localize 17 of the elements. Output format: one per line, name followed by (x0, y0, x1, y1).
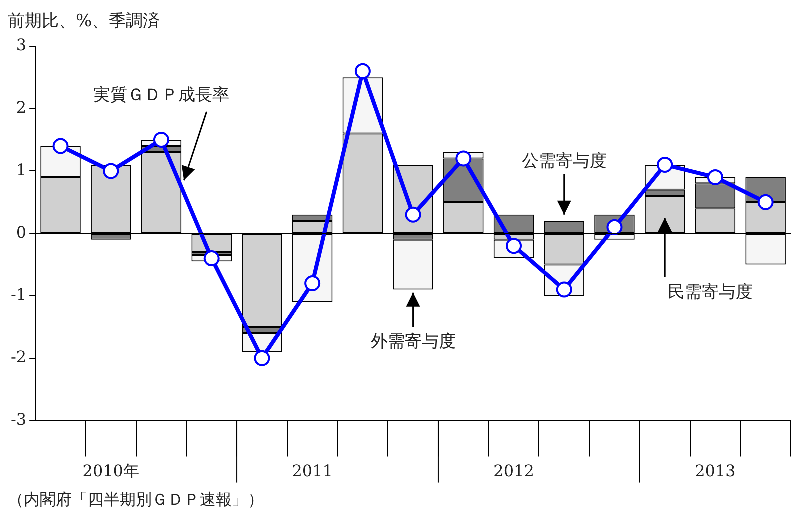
y-axis-title: 前期比、%、季調済 (8, 12, 160, 32)
x-tick-label: 2012 (494, 462, 534, 481)
text: 民需寄与度 (668, 282, 753, 302)
x-tick-label: 2010年 (82, 462, 140, 481)
text: 公需寄与度 (522, 151, 607, 172)
y-tick-label: 1 (16, 160, 27, 180)
y-tick-label: -1 (10, 285, 27, 304)
x-tick-label: 2011 (292, 462, 333, 481)
text: 外需寄与度 (370, 332, 456, 352)
text: （内閣府「四半期別ＧＤＰ速報」） (8, 490, 265, 511)
x-tick-label: 2013 (695, 462, 736, 481)
y-tick-label: 2 (16, 98, 27, 117)
text: 実質ＧＤＰ成長率 (93, 86, 230, 106)
y-tick-label: -2 (10, 348, 27, 367)
y-tick-label: 0 (16, 222, 27, 242)
y-tick-label: -3 (10, 410, 27, 429)
y-tick-label: 3 (16, 36, 27, 55)
